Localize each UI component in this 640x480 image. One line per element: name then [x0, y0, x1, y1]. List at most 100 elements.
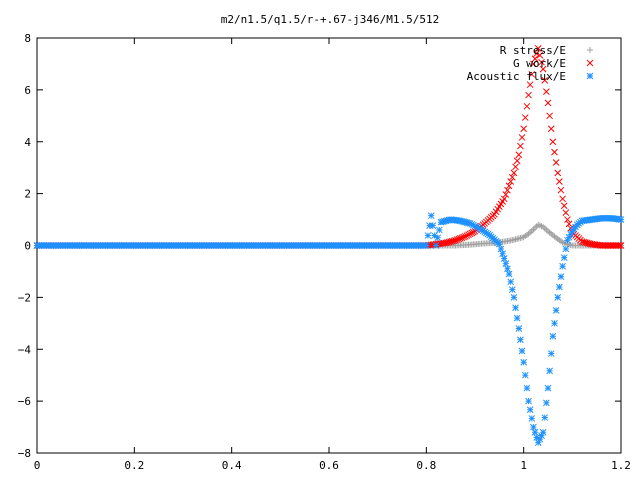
- y-tick-label: 2: [24, 188, 31, 201]
- data-point: [523, 102, 531, 110]
- data-point: [525, 91, 532, 99]
- marker-stroke: [518, 134, 526, 141]
- marker-stroke: [557, 273, 565, 280]
- data-point: [599, 242, 607, 249]
- marker-stroke: [432, 242, 440, 249]
- marker-stroke: [460, 233, 467, 241]
- data-point: [531, 55, 539, 63]
- legend-label: Acoustic flux/E: [467, 70, 566, 83]
- data-point: [543, 399, 550, 407]
- data-point: [466, 230, 474, 238]
- data-point: [560, 202, 568, 210]
- marker-stroke: [543, 88, 550, 95]
- x-tick-label: 0.2: [124, 459, 144, 472]
- marker-stroke: [505, 182, 513, 190]
- marker-stroke: [508, 286, 516, 293]
- data-point: [502, 260, 510, 268]
- data-point: [617, 242, 625, 249]
- marker-stroke: [607, 242, 615, 249]
- marker-stroke: [549, 138, 557, 146]
- data-point: [552, 159, 560, 166]
- marker-stroke: [526, 406, 534, 414]
- data-point: [539, 65, 547, 73]
- data-point: [513, 157, 521, 165]
- data-point: [510, 169, 518, 177]
- marker-stroke: [500, 195, 508, 203]
- data-point: [518, 134, 526, 141]
- data-point: [544, 99, 552, 107]
- marker-stroke: [508, 173, 516, 181]
- data-point: [551, 319, 558, 327]
- marker-stroke: [554, 294, 562, 301]
- y-tick-label: −2: [18, 291, 31, 304]
- marker-stroke: [495, 240, 503, 248]
- marker-stroke: [520, 358, 528, 366]
- marker-stroke: [564, 216, 571, 223]
- marker-stroke: [513, 314, 521, 322]
- data-point: [427, 212, 435, 220]
- y-tick-label: 4: [24, 136, 31, 149]
- marker-stroke: [533, 50, 540, 57]
- data-point: [554, 294, 562, 301]
- data-point: [434, 234, 442, 242]
- marker-stroke: [580, 238, 588, 246]
- data-point: [505, 270, 513, 278]
- data-point: [513, 314, 521, 322]
- data-point: [541, 77, 549, 84]
- marker-stroke: [510, 169, 518, 177]
- marker-stroke: [617, 216, 625, 223]
- marker-stroke: [523, 384, 531, 392]
- data-point: [429, 222, 437, 229]
- marker-stroke: [539, 65, 547, 73]
- marker-stroke: [531, 55, 539, 63]
- data-point: [510, 294, 518, 301]
- data-point: [518, 347, 526, 355]
- marker-stroke: [538, 58, 545, 66]
- marker-stroke: [510, 294, 518, 301]
- data-point: [521, 371, 529, 379]
- data-point: [557, 273, 565, 280]
- data-point: [530, 423, 537, 431]
- marker-stroke: [560, 202, 568, 210]
- data-point: [612, 242, 620, 249]
- marker-stroke: [507, 178, 515, 185]
- marker-stroke: [552, 306, 560, 314]
- data-point: [606, 242, 613, 249]
- data-point: [500, 195, 508, 203]
- marker-stroke: [512, 304, 519, 312]
- data-point: [546, 367, 553, 375]
- data-point: [531, 428, 539, 436]
- data-point: [505, 182, 513, 190]
- data-point: [526, 406, 534, 414]
- marker-stroke: [614, 242, 622, 249]
- data-point: [523, 384, 531, 392]
- marker-stroke: [616, 242, 623, 249]
- marker-stroke: [603, 242, 610, 249]
- marker-stroke: [559, 262, 566, 270]
- data-point: [528, 70, 536, 78]
- marker-stroke: [517, 336, 524, 344]
- y-tick-label: −4: [18, 343, 32, 356]
- x-tick-label: 1: [520, 459, 527, 472]
- marker-stroke: [504, 265, 511, 273]
- data-point: [435, 226, 443, 234]
- marker-stroke: [497, 245, 505, 253]
- data-point: [507, 278, 515, 286]
- data-point: [551, 148, 558, 156]
- marker-stroke: [513, 157, 521, 165]
- legend-label: R stress/E: [500, 44, 566, 57]
- marker-stroke: [604, 242, 612, 249]
- data-point: [559, 195, 566, 203]
- legend-marker: [587, 47, 593, 53]
- legend-marker: [586, 72, 594, 80]
- marker-stroke: [546, 112, 553, 120]
- marker-stroke: [586, 72, 594, 80]
- marker-stroke: [578, 238, 586, 245]
- marker-stroke: [544, 99, 552, 107]
- marker-stroke: [551, 148, 558, 156]
- marker-stroke: [549, 332, 557, 340]
- marker-stroke: [429, 222, 437, 229]
- data-point: [508, 173, 516, 181]
